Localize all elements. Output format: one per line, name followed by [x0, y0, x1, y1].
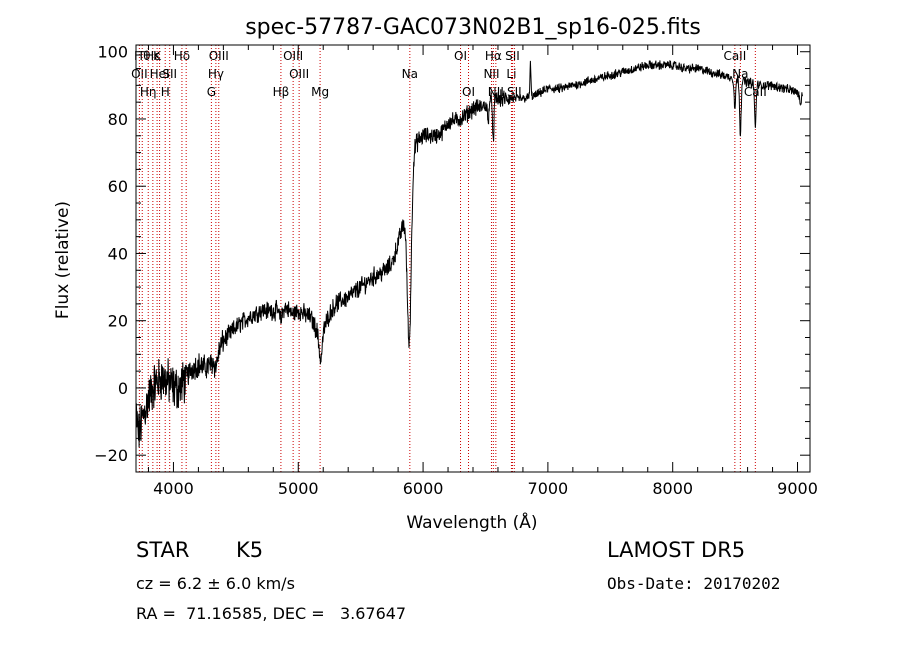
line-label-14: OIII [283, 49, 303, 63]
x-tick-label: 5000 [278, 479, 319, 498]
x-tick-label: 7000 [528, 479, 569, 498]
line-label-20: NII [483, 67, 499, 81]
class-label: STAR [136, 538, 190, 562]
y-tick-label: 60 [108, 177, 128, 196]
y-tick-label: −20 [94, 446, 128, 465]
survey-label: LAMOST DR5 [607, 538, 746, 562]
line-label-21: Hα [485, 49, 502, 63]
line-label-28: CaII [744, 85, 767, 99]
line-label-7: SII [162, 67, 177, 81]
x-tick-label: 9000 [777, 479, 818, 498]
line-label-18: OI [454, 49, 467, 63]
y-axis-label: Flux (relative) [53, 201, 73, 319]
line-label-11: Hγ [208, 67, 224, 81]
coordinates-text: RA = 71.16585, DEC = 3.67647 [136, 604, 407, 623]
y-tick-label: 80 [108, 110, 128, 129]
line-label-12: OIII [209, 49, 229, 63]
y-tick-label: 40 [108, 244, 128, 263]
line-label-4: K [153, 49, 162, 63]
line-label-3: Hε [145, 49, 161, 63]
x-tick-label: 6000 [403, 479, 444, 498]
line-label-5: HeI [150, 67, 170, 81]
x-axis-ticks: 4000 5000 6000 7000 8000 9000 [147, 45, 818, 498]
obs-date-text: Obs-Date: 20170202 [607, 574, 781, 593]
line-label-15: OIII [289, 67, 309, 81]
line-label-16: Mg [311, 85, 329, 99]
subclass-label: K5 [236, 538, 264, 562]
line-label-2: Hη [140, 85, 157, 99]
y-axis-ticks: −20 0 20 40 60 80 100 [94, 43, 810, 465]
line-label-6: H [161, 85, 170, 99]
chart-title: spec-57787-GAC073N02B1_sp16-025.fits [245, 15, 701, 40]
y-tick-label: 100 [97, 43, 128, 62]
x-axis-label: Wavelength (Å) [406, 511, 537, 533]
line-label-23: Li [506, 67, 516, 81]
line-label-26: CaII [723, 49, 746, 63]
line-label-17: Na [402, 67, 418, 81]
line-label-13: Hβ [273, 85, 290, 99]
line-label-10: G [207, 85, 216, 99]
spectrum-trace [135, 60, 803, 448]
line-label-1: Hθ [134, 49, 150, 63]
line-label-24: SII [505, 49, 520, 63]
spectral-line-markers: OIIHθHηHεKHeIHSIIHδGHγOIIIHβOIIIOIIIMgNa… [131, 45, 767, 472]
line-label-0: OII [131, 67, 148, 81]
y-tick-label: 0 [118, 379, 128, 398]
line-label-8: Hδ [174, 49, 190, 63]
redshift-text: cz = 6.2 ± 6.0 km/s [136, 574, 295, 593]
line-label-19: OI [462, 85, 475, 99]
y-tick-label: 20 [108, 312, 128, 331]
x-tick-label: 4000 [153, 479, 194, 498]
x-tick-label: 8000 [652, 479, 693, 498]
